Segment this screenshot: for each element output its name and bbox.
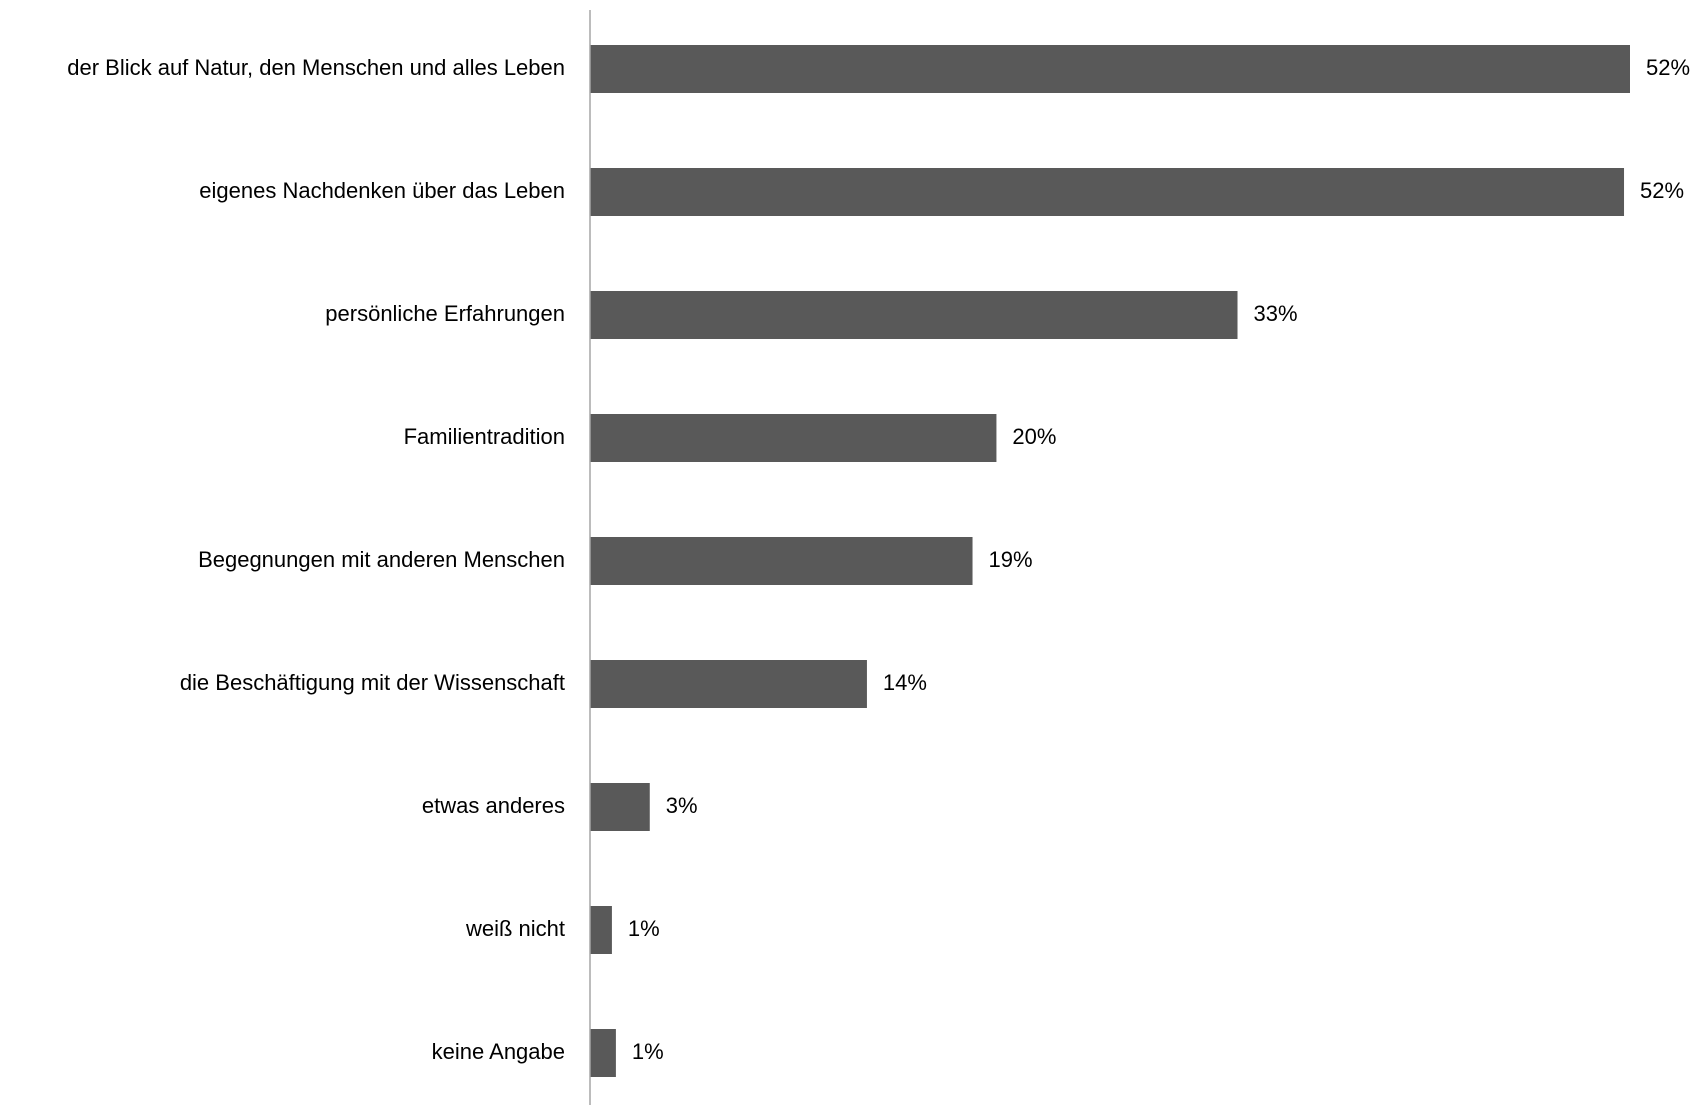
bar-8 <box>590 1029 616 1077</box>
bar-4 <box>590 537 973 585</box>
value-label: 20% <box>1012 424 1056 449</box>
bar-5 <box>590 660 867 708</box>
category-label: eigenes Nachdenken über das Leben <box>199 178 565 203</box>
category-label: die Beschäftigung mit der Wissenschaft <box>180 670 565 695</box>
value-label: 52% <box>1646 55 1690 80</box>
value-label: 1% <box>628 916 660 941</box>
value-label: 14% <box>883 670 927 695</box>
category-label: weiß nicht <box>465 916 565 941</box>
bar-3 <box>590 414 997 462</box>
value-label: 33% <box>1254 301 1298 326</box>
category-label: etwas anderes <box>422 793 565 818</box>
category-label: Familientradition <box>404 424 565 449</box>
value-label: 52% <box>1640 178 1684 203</box>
bar-7 <box>590 906 612 954</box>
value-label: 1% <box>632 1039 664 1064</box>
category-label: Begegnungen mit anderen Menschen <box>198 547 565 572</box>
category-label: keine Angabe <box>432 1039 565 1064</box>
value-label: 19% <box>989 547 1033 572</box>
category-label: der Blick auf Natur, den Menschen und al… <box>67 55 565 80</box>
bar-2 <box>590 291 1238 339</box>
category-label: persönliche Erfahrungen <box>325 301 565 326</box>
bar-1 <box>590 168 1625 216</box>
bars-layer <box>590 45 1630 1077</box>
labels-layer: der Blick auf Natur, den Menschen und al… <box>67 55 1690 1064</box>
bar-0 <box>590 45 1630 93</box>
bar-6 <box>590 783 650 831</box>
value-label: 3% <box>666 793 698 818</box>
